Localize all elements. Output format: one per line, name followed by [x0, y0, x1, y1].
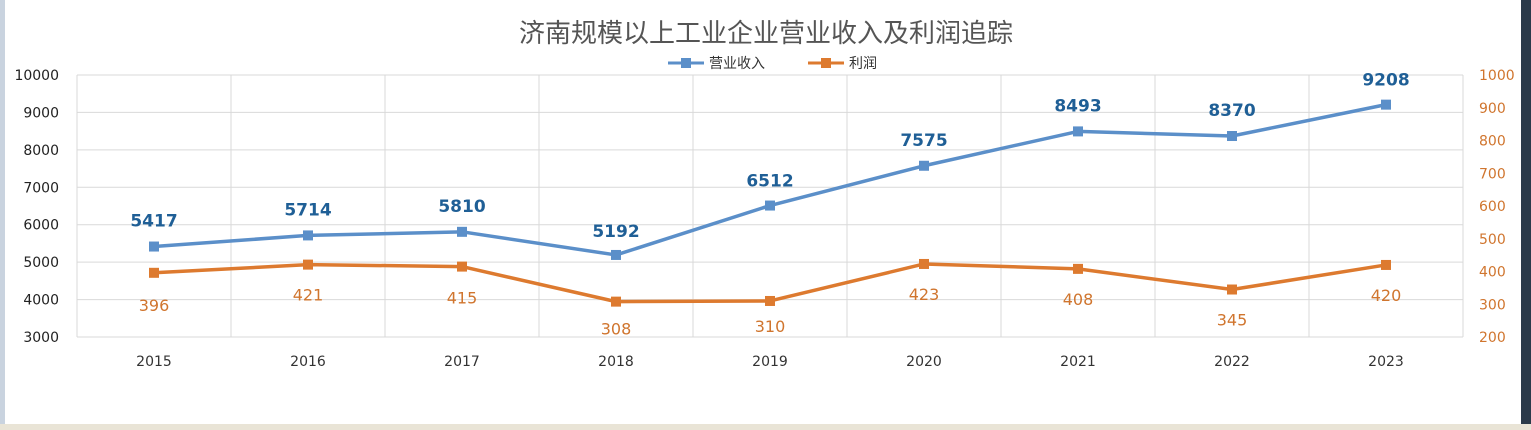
data-point-marker: [457, 261, 467, 272]
data-point-marker: [1073, 126, 1083, 137]
data-point-marker: [457, 226, 467, 237]
data-point-marker: [1381, 259, 1391, 270]
series-profit: 396 421 415 308 310 423 408 345 420: [139, 258, 1402, 339]
x-tick-label: 2023: [1368, 354, 1404, 370]
y-right-tick-label: 200: [1479, 330, 1506, 346]
chart-grid: [76, 74, 1464, 338]
data-point-marker: [765, 295, 775, 306]
y-left-tick-label: 10000: [14, 68, 59, 84]
data-label: 421: [293, 286, 324, 305]
y-axis-left: 3000 4000 5000 6000 7000 8000 9000 10000: [14, 68, 59, 346]
y-left-tick-label: 4000: [23, 293, 59, 309]
data-label: 396: [139, 296, 170, 315]
chart-legend: 营业收入 利润: [668, 56, 877, 72]
y-right-tick-label: 800: [1479, 134, 1506, 150]
data-label: 423: [909, 285, 940, 304]
data-point-marker: [1073, 263, 1083, 274]
y-right-tick-label: 900: [1479, 101, 1506, 117]
data-label: 308: [601, 320, 632, 339]
data-label: 6512: [746, 172, 793, 192]
y-left-tick-label: 9000: [23, 105, 59, 121]
y-right-tick-label: 600: [1479, 199, 1506, 215]
data-point-marker: [303, 259, 313, 270]
data-point-marker: [919, 258, 929, 269]
data-label: 415: [447, 289, 478, 308]
y-right-tick-label: 300: [1479, 297, 1506, 313]
y-left-tick-label: 8000: [23, 143, 59, 159]
legend-marker: [681, 58, 691, 68]
y-right-tick-label: 500: [1479, 232, 1506, 248]
data-label: 5417: [130, 212, 177, 232]
x-tick-label: 2017: [444, 354, 480, 370]
data-label: 408: [1063, 290, 1094, 309]
data-point-marker: [765, 200, 775, 211]
data-point-marker: [303, 230, 313, 241]
y-right-tick-label: 1000: [1479, 68, 1515, 84]
data-label: 9208: [1362, 71, 1409, 91]
y-right-tick-label: 700: [1479, 166, 1506, 182]
data-point-marker: [1227, 131, 1237, 142]
bottom-border: [0, 424, 1531, 430]
data-label: 8493: [1054, 96, 1101, 116]
x-tick-label: 2021: [1060, 354, 1096, 370]
data-label: 5714: [284, 200, 331, 220]
legend-marker: [821, 58, 831, 68]
data-point-marker: [1381, 99, 1391, 110]
legend-item: 利润: [808, 56, 877, 72]
x-tick-label: 2018: [598, 354, 634, 370]
data-label: 420: [1371, 286, 1402, 305]
legend-label: 营业收入: [709, 56, 765, 72]
data-label: 5810: [438, 197, 485, 217]
x-tick-label: 2022: [1214, 354, 1250, 370]
legend-label: 利润: [849, 56, 877, 72]
data-label: 8370: [1208, 101, 1255, 121]
chart-title: 济南规模以上工业企业营业收入及利润追踪: [519, 19, 1013, 49]
x-tick-label: 2016: [290, 354, 326, 370]
data-label: 310: [755, 317, 786, 336]
data-point-marker: [611, 249, 621, 260]
data-point-marker: [1227, 284, 1237, 295]
x-axis: 2015 2016 2017 2018 2019 2020 2021 2022 2023: [136, 354, 1404, 370]
y-axis-right: 200 300 400 500 600 700 800 900 1000: [1479, 68, 1515, 346]
y-left-tick-label: 3000: [23, 330, 59, 346]
data-point-marker: [919, 160, 929, 171]
right-border: [1521, 0, 1531, 430]
data-label: 345: [1217, 311, 1248, 330]
left-border: [0, 0, 5, 430]
x-tick-label: 2019: [752, 354, 788, 370]
data-label: 7575: [900, 131, 947, 151]
y-right-tick-label: 400: [1479, 265, 1506, 281]
y-left-tick-label: 6000: [23, 218, 59, 234]
series-revenue: 5417 5714 5810 5192 6512 7575 8493 8370 9208: [130, 71, 1410, 260]
y-left-tick-label: 7000: [23, 180, 59, 196]
data-point-marker: [149, 267, 159, 278]
series-layer: 5417 5714 5810 5192 6512 7575 8493 8370 9208 396 4…: [130, 71, 1409, 339]
data-point-marker: [611, 296, 621, 307]
data-label: 5192: [592, 222, 639, 242]
data-point-marker: [149, 241, 159, 252]
legend-item: 营业收入: [668, 56, 765, 72]
x-tick-label: 2015: [136, 354, 172, 370]
y-left-tick-label: 5000: [23, 255, 59, 271]
x-tick-label: 2020: [906, 354, 942, 370]
revenue-profit-line-chart: 济南规模以上工业企业营业收入及利润追踪 营业收入 利润 3000 4000 5000 6…: [14, 19, 1515, 370]
